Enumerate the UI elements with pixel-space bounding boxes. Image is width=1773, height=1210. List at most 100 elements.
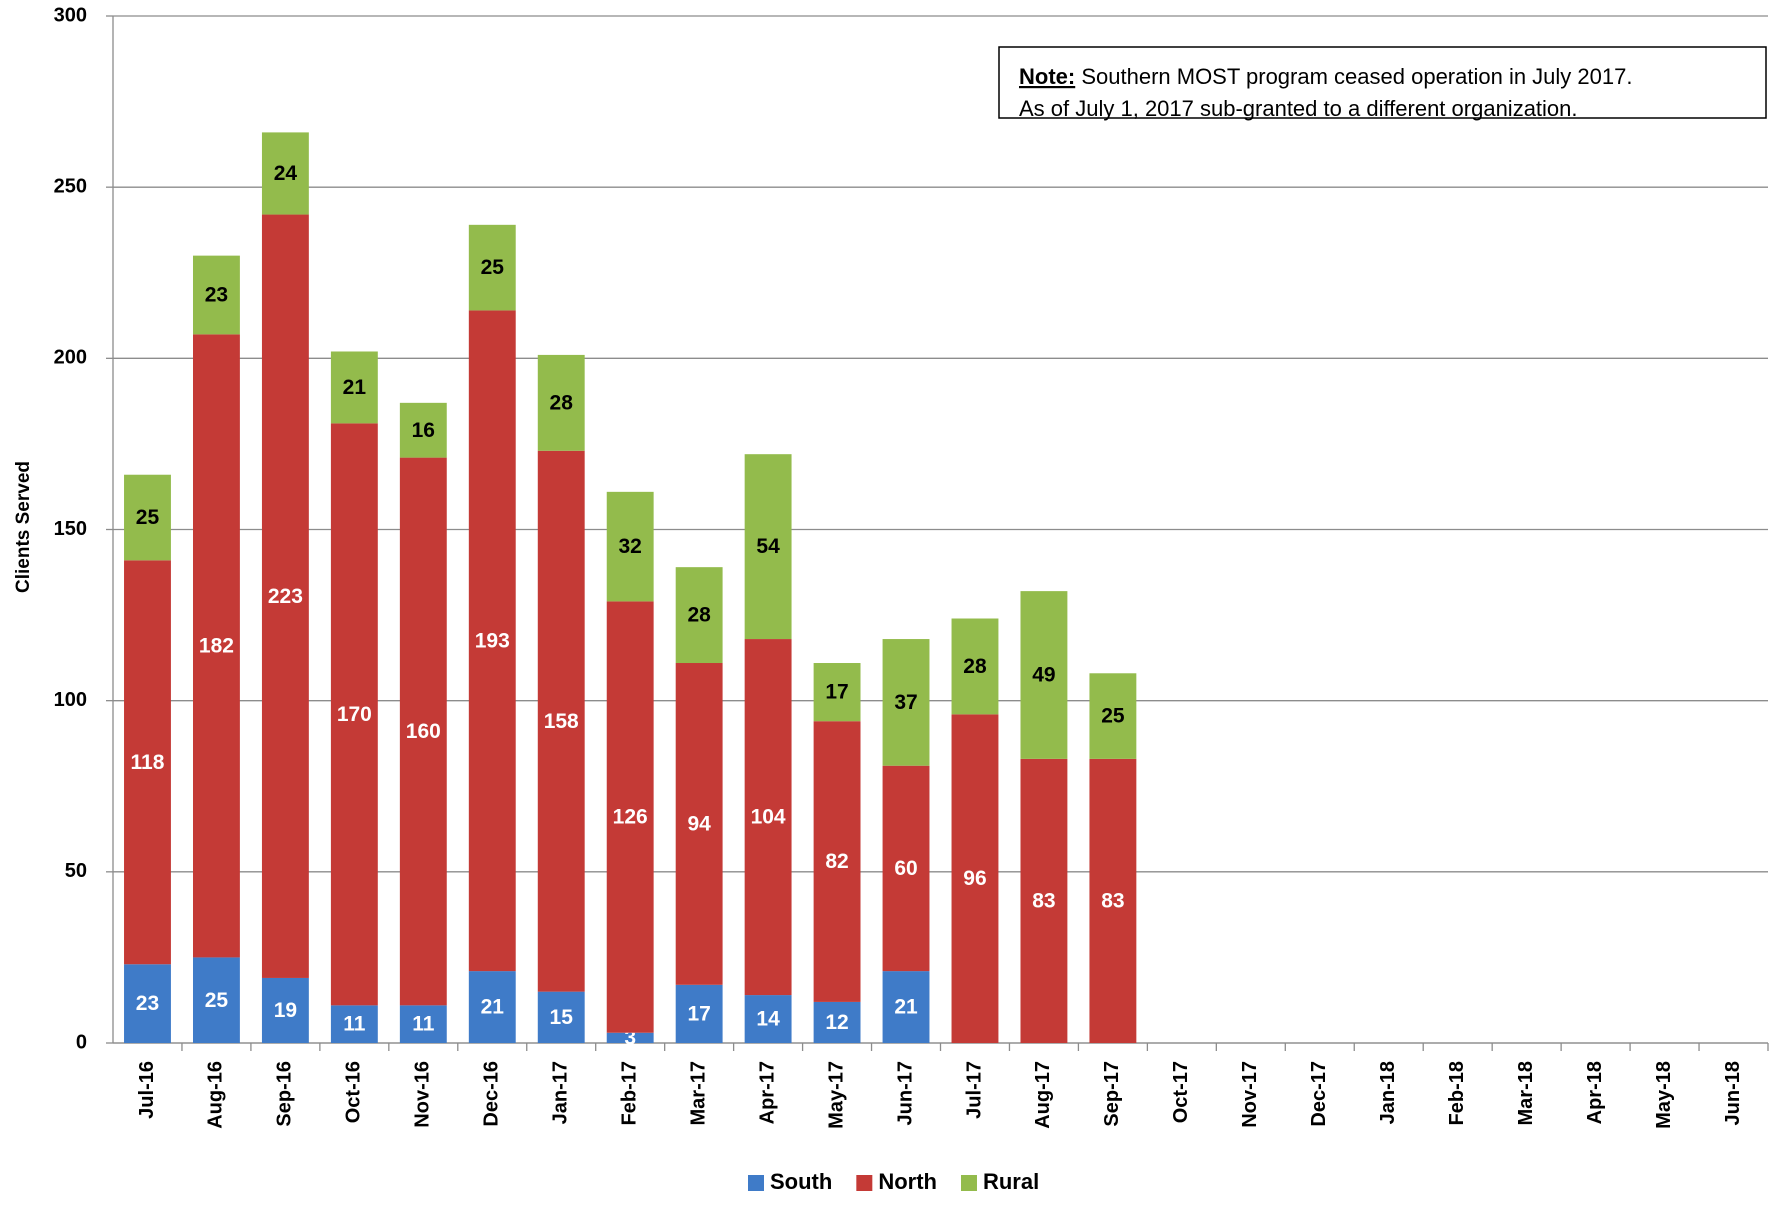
x-tick-label: Nov-17 — [1239, 1061, 1261, 1128]
y-tick-label: 200 — [54, 347, 87, 369]
x-tick-label: Jul-17 — [963, 1061, 985, 1119]
bar-segment — [951, 714, 999, 1043]
x-tick-label: Apr-17 — [756, 1061, 778, 1124]
data-label: 96 — [963, 867, 986, 890]
bar-segment — [124, 474, 171, 561]
data-label: 15 — [550, 1006, 574, 1029]
data-label: 60 — [894, 857, 917, 880]
data-label: 94 — [687, 812, 711, 835]
bar-segment — [399, 1005, 447, 1043]
bar-segment — [468, 224, 516, 311]
data-label: 193 — [475, 629, 510, 652]
data-label: 25 — [205, 989, 229, 1012]
bar-segment — [537, 991, 585, 1043]
data-label: 21 — [343, 376, 367, 399]
bar-segment — [192, 255, 240, 335]
data-label: 24 — [274, 162, 298, 185]
data-label: 25 — [481, 256, 505, 279]
x-tick-label: Jul-16 — [136, 1061, 158, 1119]
bar-segment — [606, 491, 654, 602]
y-tick-label: 150 — [54, 518, 87, 540]
bar-segment — [675, 984, 723, 1043]
bar-segment — [882, 971, 930, 1043]
note-box — [998, 46, 1767, 119]
legend-swatch — [748, 1175, 764, 1191]
bar-segment — [537, 450, 585, 992]
y-tick-label: 100 — [54, 689, 87, 711]
data-label: 11 — [412, 1013, 435, 1036]
data-label: 23 — [205, 284, 228, 307]
note-text: Southern MOST program ceased operation i… — [1081, 64, 1632, 89]
bar-segment — [124, 560, 171, 965]
data-label: 25 — [1101, 705, 1125, 728]
bar-segment — [606, 1032, 654, 1043]
x-tick-label: Mar-18 — [1515, 1061, 1537, 1125]
data-label: 28 — [687, 604, 711, 627]
data-label: 17 — [687, 1002, 710, 1025]
legend-swatch — [856, 1175, 873, 1191]
bar-segment — [399, 402, 447, 458]
bar-segment — [330, 351, 378, 424]
data-label: 54 — [756, 535, 780, 558]
data-label: 14 — [756, 1008, 780, 1031]
legend-label: Rural — [983, 1169, 1039, 1194]
bar-segment — [744, 995, 792, 1043]
y-tick-label: 300 — [54, 4, 87, 26]
data-label: 182 — [199, 634, 234, 657]
x-tick-label: Feb-18 — [1446, 1061, 1468, 1125]
bar-segment — [813, 1001, 861, 1043]
x-tick-label: Jun-17 — [894, 1061, 916, 1125]
data-label: 49 — [1032, 664, 1055, 687]
x-tick-label: Apr-18 — [1584, 1061, 1606, 1124]
data-label: 28 — [550, 391, 574, 414]
x-tick-label: May-17 — [825, 1061, 847, 1129]
bar-segment — [813, 663, 861, 722]
data-label: 223 — [268, 585, 303, 608]
data-label: 37 — [894, 691, 917, 714]
data-label: 21 — [894, 996, 918, 1019]
bar-segment — [330, 1005, 378, 1043]
bar-segment — [1020, 591, 1068, 759]
x-tick-label: Dec-16 — [481, 1061, 503, 1127]
data-label: 17 — [825, 681, 848, 704]
data-label: 118 — [131, 751, 165, 774]
bar-segment — [675, 567, 723, 664]
x-tick-label: Jun-18 — [1722, 1061, 1744, 1125]
data-label: 12 — [825, 1011, 848, 1034]
data-label: 160 — [406, 720, 441, 743]
note-label: Note: — [1019, 64, 1075, 89]
note-line: Note: Southern MOST program ceased opera… — [1019, 64, 1632, 89]
bar-segment — [468, 971, 516, 1043]
bar-segment — [951, 618, 999, 715]
data-label: 83 — [1032, 889, 1055, 912]
y-tick-label: 50 — [65, 860, 87, 882]
data-label: 21 — [481, 996, 505, 1019]
data-label: 158 — [544, 710, 579, 733]
x-tick-label: May-18 — [1653, 1061, 1675, 1129]
y-axis-label: Clients Served — [13, 461, 34, 593]
bar-segment — [1020, 758, 1068, 1043]
data-label: 25 — [136, 506, 160, 529]
bar-segment — [124, 964, 171, 1043]
bar-segment — [192, 334, 240, 958]
bar-segment — [882, 639, 930, 766]
note-text: As of July 1, 2017 sub-granted to a diff… — [1019, 96, 1578, 121]
x-tick-label: Mar-17 — [687, 1061, 709, 1125]
data-label: 82 — [825, 850, 848, 873]
x-tick-label: Sep-17 — [1101, 1061, 1123, 1127]
x-tick-label: Jan-18 — [1377, 1061, 1399, 1124]
bar-segment — [261, 132, 309, 215]
bar-segment — [606, 601, 654, 1033]
x-tick-label: Jan-17 — [550, 1061, 572, 1124]
data-label: 19 — [274, 999, 297, 1022]
legend-label: South — [770, 1169, 832, 1194]
data-label: 32 — [619, 535, 642, 558]
data-label: 3 — [624, 1026, 636, 1049]
x-tick-label: Dec-17 — [1308, 1061, 1330, 1127]
data-label: 28 — [963, 655, 987, 678]
x-tick-label: Nov-16 — [412, 1061, 434, 1128]
bar-segment — [330, 423, 378, 1006]
x-tick-label: Oct-17 — [1170, 1061, 1192, 1123]
bar-segment — [882, 765, 930, 972]
